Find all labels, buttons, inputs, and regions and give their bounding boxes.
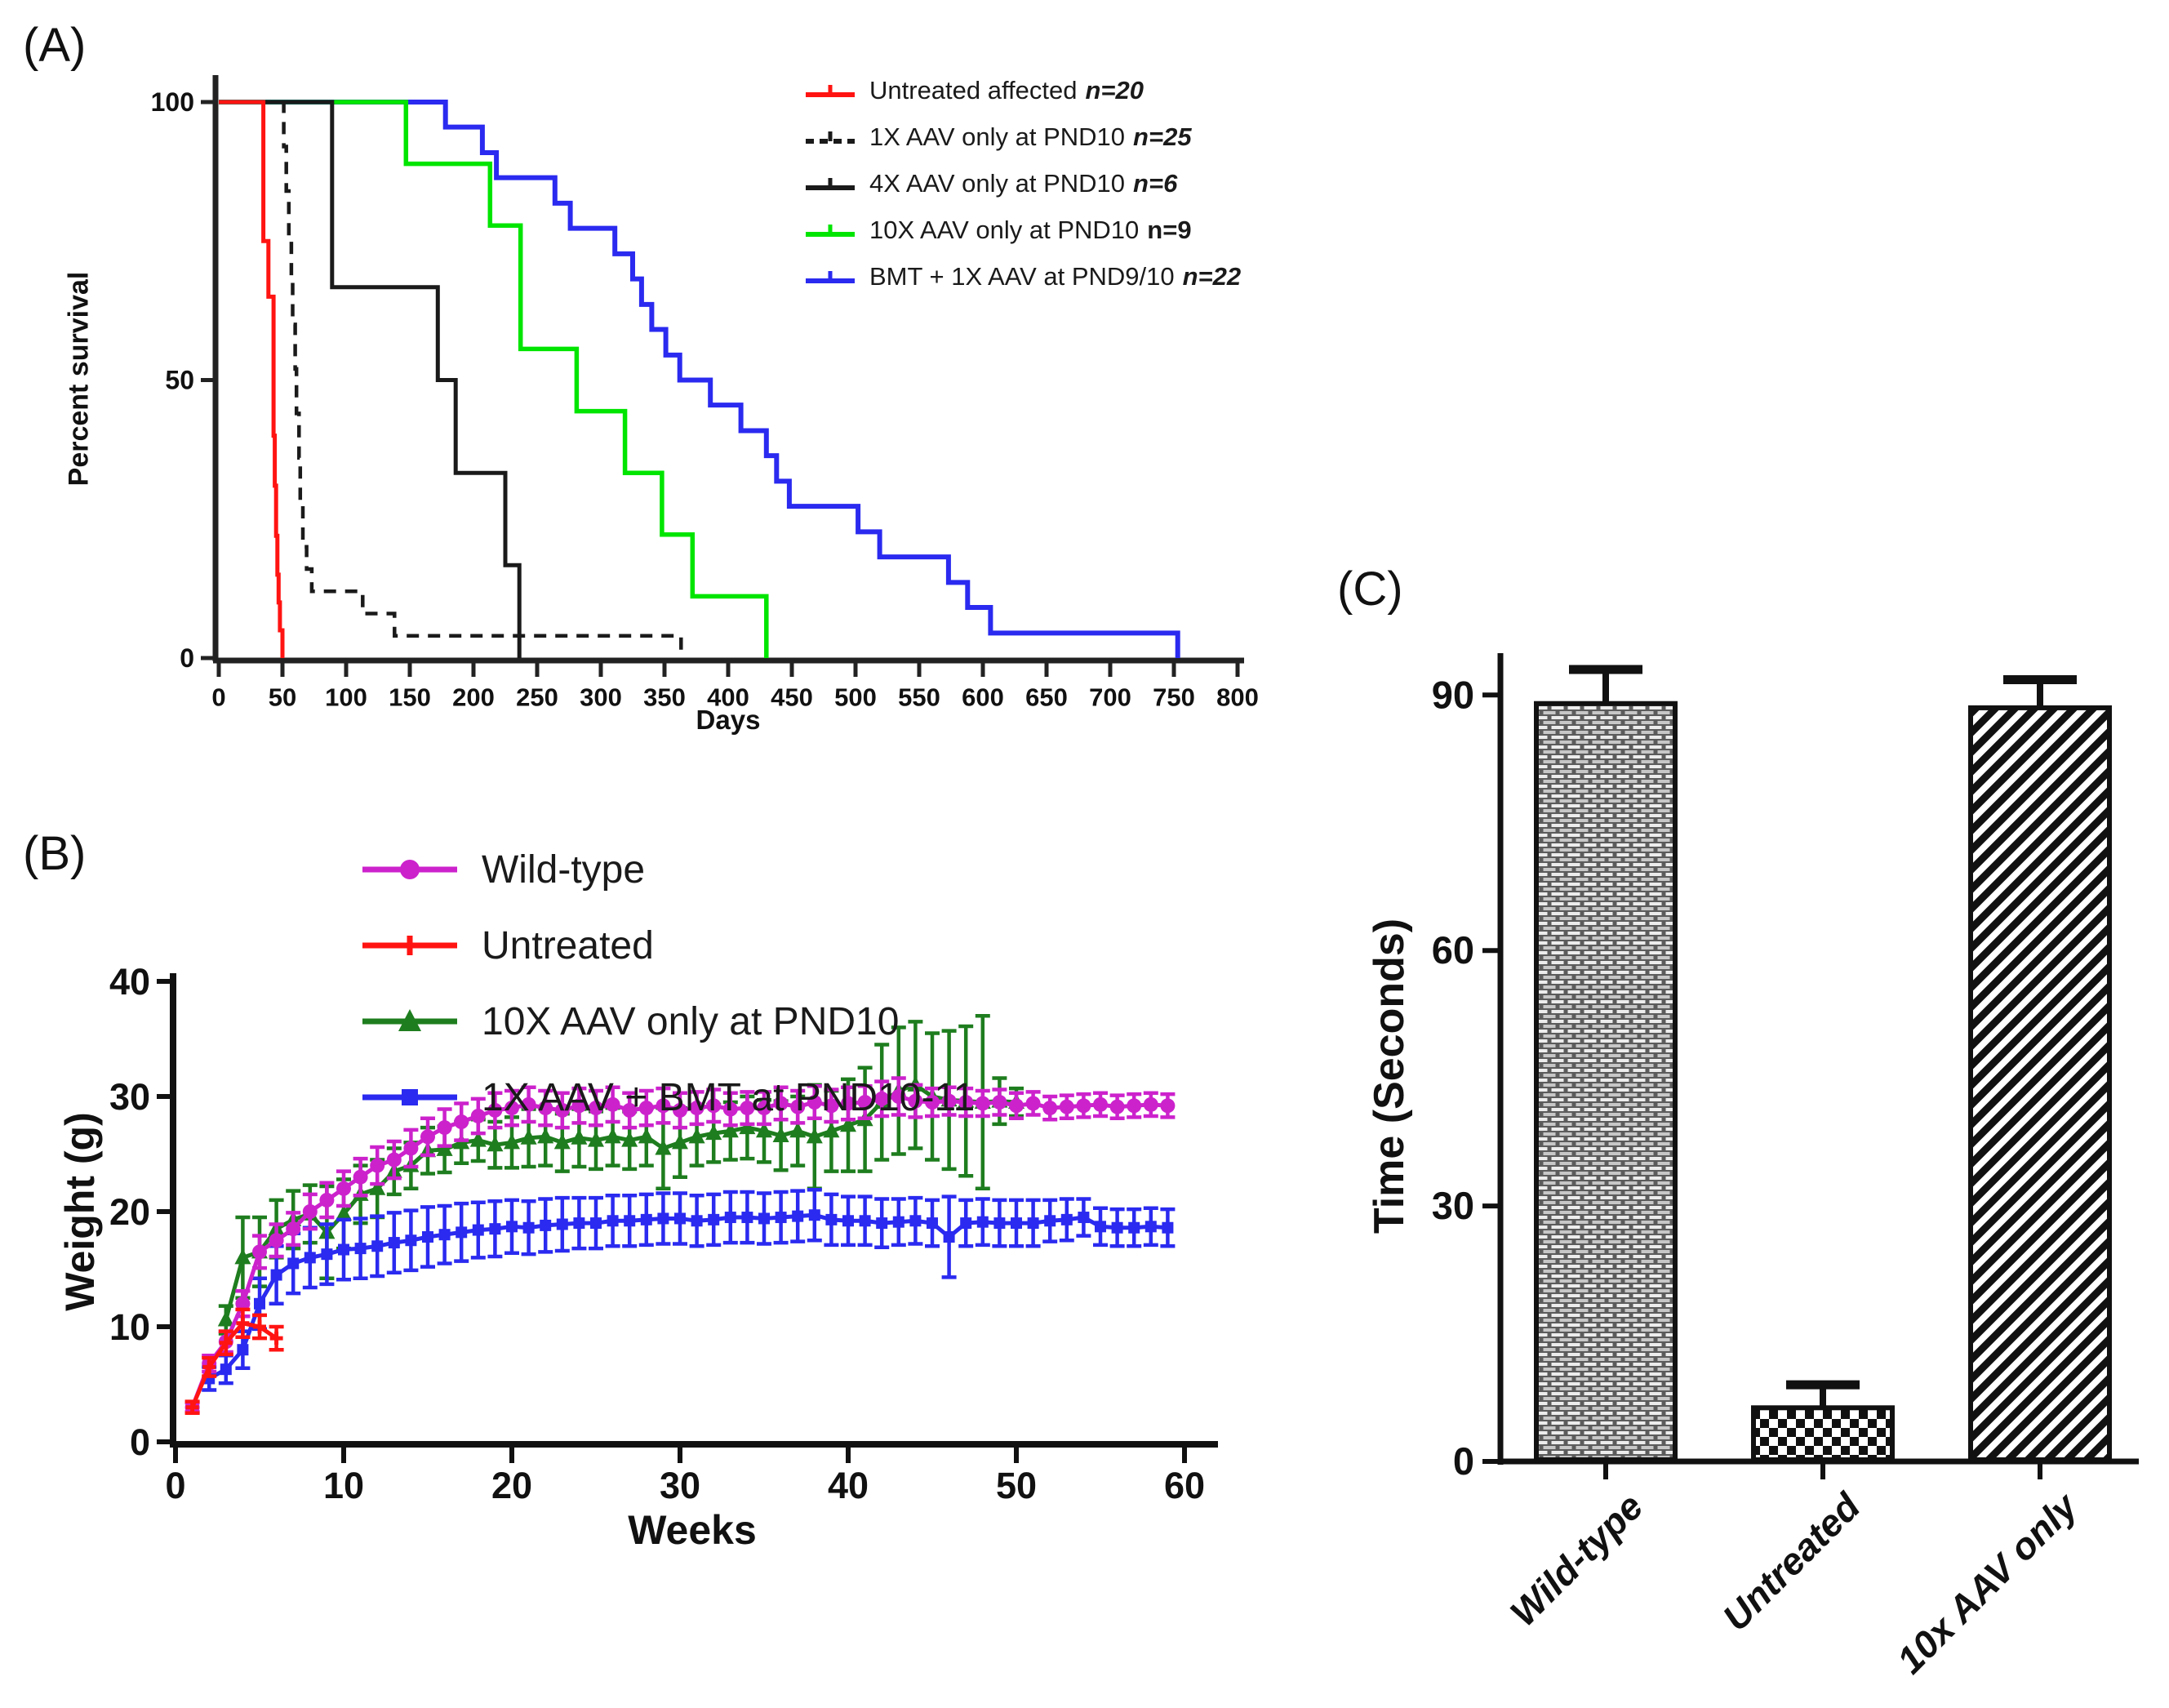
legend-label: 10X AAV only at PND10 [869,216,1140,244]
svg-text:750: 750 [1153,683,1195,711]
panel-a-y-axis-title: Percent survival [63,271,95,487]
survival-key-untreated-affected-icon [804,78,856,103]
svg-text:50: 50 [269,683,296,711]
panel-a-axes: 0 50 100 150 200 250 300 350 400 450 500 550 600 650 7… [151,75,1259,711]
weight-series-wild-type [184,1076,1176,1415]
survival-curve-10x-aav-only-at-pnd10 [219,100,769,658]
legend-label: Untreated affected [869,76,1078,105]
legend-item-wild-type: Wild-type [359,841,645,898]
legend-n-value: n=6 [1133,169,1178,198]
svg-text:0: 0 [211,683,225,711]
svg-text:60: 60 [1164,1465,1205,1506]
survival-curve-1x-aav-only-at-pnd10 [219,100,683,658]
svg-text:0: 0 [165,1465,185,1506]
svg-text:50: 50 [996,1465,1037,1506]
svg-text:30: 30 [660,1465,700,1506]
panel-b-y-axis-title: Weight (g) [57,1112,103,1311]
panel-b-label: (B) [23,827,87,880]
weight-key-untreated-icon [359,927,460,963]
weight-series-untreated [184,1307,284,1415]
survival-key-4x-aav-icon [804,171,856,196]
svg-text:600: 600 [962,683,1004,711]
panel-b-axes: 0 10 20 30 40 50 60 0 10 20 30 40 [109,961,1218,1506]
svg-text:30: 30 [1432,1184,1474,1227]
legend-item-10x-aav: 10X AAV only at PND10 [359,993,899,1050]
svg-text:30: 30 [109,1076,150,1118]
svg-text:400: 400 [707,683,749,711]
legend-item-untreated-affected: Untreated affected n=20 [804,70,1144,111]
survival-curve-untreated-affected [219,100,285,658]
panel-a-x-axis-title: Days [696,705,761,735]
weight-series-1x-aav-bmt-at-pnd10-11 [202,1187,1176,1392]
bar-wild-type [1534,665,1678,1462]
svg-text:20: 20 [491,1465,532,1506]
legend-label: 10X AAV only at PND10 [482,999,900,1043]
legend-item-4x-aav-only: 4X AAV only at PND10 n=6 [804,163,1177,204]
legend-n-value: n=25 [1133,122,1192,151]
svg-text:0: 0 [1453,1439,1474,1483]
panel-a-label: (A) [23,19,87,72]
bar-10x-aav-only [1968,675,2112,1462]
survival-curve-bmt-1x-aav-at-pnd9-10 [219,100,1180,658]
panel-c-label: (C) [1337,563,1403,616]
svg-text:90: 90 [1432,673,1474,716]
legend-n-value: n=20 [1085,76,1145,105]
svg-text:100: 100 [151,87,194,117]
weight-key-wild-type-icon [359,852,460,887]
svg-text:20: 20 [109,1191,150,1233]
legend-item-1x-aav-bmt: 1X AAV + BMT at PND10-11 [359,1069,975,1126]
svg-text:60: 60 [1432,928,1474,972]
survival-key-1x-aav-icon [804,125,856,149]
svg-text:700: 700 [1089,683,1131,711]
svg-text:40: 40 [828,1465,869,1506]
panel-b-x-axis-title: Weeks [628,1507,757,1553]
svg-text:800: 800 [1216,683,1259,711]
survival-key-10x-aav-icon [804,218,856,242]
svg-text:650: 650 [1025,683,1068,711]
weight-key-1x-aav-bmt-icon [359,1079,460,1115]
legend-item-10x-aav-only: 10X AAV only at PND10 n=9 [804,210,1192,251]
panel-c-y-axis-title: Time (Seconds) [1366,918,1413,1234]
weight-key-10x-aav-icon [359,1003,460,1039]
bar-untreated [1751,1380,1895,1463]
survival-curve-4x-aav-only-at-pnd10 [219,100,522,658]
legend-label: Wild-type [482,847,646,892]
legend-n-value: n=22 [1182,262,1242,291]
legend-n-value: n=9 [1147,216,1192,244]
svg-text:200: 200 [452,683,495,711]
svg-text:50: 50 [165,366,194,395]
legend-label: 4X AAV only at PND10 [869,169,1126,198]
svg-text:250: 250 [516,683,558,711]
legend-item-bmt-1x-aav: BMT + 1X AAV at PND9/10 n=22 [804,256,1241,297]
legend-label: 1X AAV + BMT at PND10-11 [482,1075,976,1119]
legend-label: BMT + 1X AAV at PND9/10 [869,262,1175,291]
legend-item-1x-aav-only: 1X AAV only at PND10 n=25 [804,117,1192,158]
svg-text:0: 0 [180,643,194,673]
svg-text:450: 450 [771,683,813,711]
svg-text:550: 550 [898,683,940,711]
svg-text:150: 150 [389,683,431,711]
legend-label: 1X AAV only at PND10 [869,122,1126,151]
svg-text:10: 10 [109,1306,150,1348]
survival-key-bmt-aav-icon [804,265,856,289]
svg-text:40: 40 [109,961,150,1003]
legend-label: Untreated [482,923,654,967]
svg-text:100: 100 [325,683,367,711]
svg-text:0: 0 [130,1421,150,1463]
legend-item-untreated: Untreated [359,917,654,974]
svg-text:500: 500 [834,683,877,711]
svg-text:10: 10 [323,1465,364,1506]
svg-text:300: 300 [580,683,622,711]
svg-text:350: 350 [643,683,686,711]
